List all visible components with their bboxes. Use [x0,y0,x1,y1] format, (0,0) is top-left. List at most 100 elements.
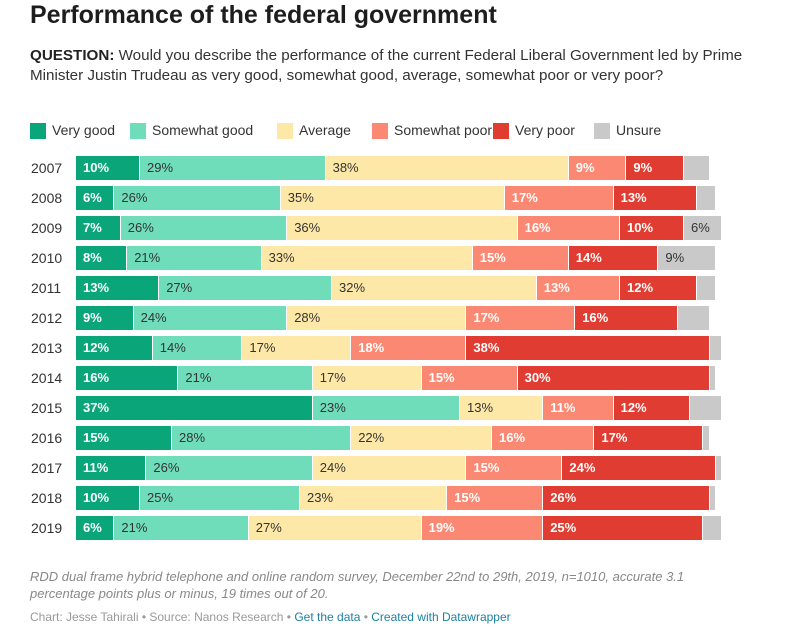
data-label: 27% [166,280,193,295]
survey-question: QUESTION: Would you describe the perform… [30,46,750,85]
bar-segment-unsure [690,396,723,420]
data-label: 8% [83,250,102,265]
bar-segment-somewhat-good: 23% [312,396,460,420]
data-label: 33% [268,250,295,265]
year-label: 2014 [31,370,63,386]
bar-segment-somewhat-good: 26% [114,186,281,210]
bar-segment-unsure [709,366,716,390]
bar-segment-somewhat-poor: 15% [421,366,518,390]
bar-segment-very-good: 6% [76,516,115,540]
data-label: 10% [83,490,110,505]
bar-segment-average: 27% [248,516,422,540]
bar-segment-unsure [703,516,723,540]
bar-segment-average: 32% [332,276,537,300]
bar-segment-unsure: 6% [684,216,723,240]
bar-segment-very-poor: 24% [562,456,716,480]
chart-credit: Chart: Jesse Tahirali [30,610,139,624]
bar-segment-very-poor: 16% [575,306,678,330]
year-label: 2009 [31,220,63,236]
data-label: 15% [428,370,455,385]
bar-segment-average: 23% [300,486,448,510]
stacked-bar-chart: 2007 10% 29% 38% 9% 9% 2008 6% 26% 35% 17% 13% 2009 7… [0,152,811,548]
bar-segment-somewhat-poor: 11% [543,396,614,420]
data-label: 9% [83,310,102,325]
bar-segment-very-good: 15% [76,426,172,450]
bar-segment-somewhat-poor: 17% [466,306,576,330]
year-label: 2012 [31,310,63,326]
bar-segment-very-good: 16% [76,366,179,390]
legend-label: Very good [52,122,116,138]
data-label: 21% [121,520,148,535]
bar-segment-unsure [684,156,710,180]
year-label: 2018 [31,490,63,506]
footer-separator: • [360,610,372,624]
data-label: 9% [665,250,685,265]
data-label: 9% [633,160,653,175]
data-label: 30% [524,370,551,385]
data-label: 38% [473,340,500,355]
bar-segment-very-poor: 12% [620,276,697,300]
data-label: 10% [627,220,654,235]
data-label: 13% [620,190,647,205]
bar-segment-average: 17% [242,336,352,360]
data-label: 24% [319,460,346,475]
data-label: 35% [287,190,314,205]
data-label: 24% [569,460,596,475]
legend-label: Somewhat good [152,122,254,138]
data-label: 11% [83,460,109,475]
data-label: 28% [294,310,321,325]
bar-segment-very-good: 8% [76,246,128,270]
bar-segment-very-poor: 26% [543,486,710,510]
legend-swatch [277,123,293,139]
get-the-data-link[interactable]: Get the data [294,610,361,624]
bar-segment-somewhat-good: 28% [172,426,352,450]
year-label: 2010 [31,250,63,266]
data-label: 17% [511,190,538,205]
bar-segment-very-poor: 38% [466,336,710,360]
bar-segment-unsure: 9% [658,246,716,270]
bar-segment-very-good: 12% [76,336,153,360]
bar-segment-average: 35% [280,186,505,210]
bar-segment-very-good: 10% [76,486,140,510]
data-label: 26% [127,220,154,235]
bar-segment-somewhat-good: 26% [120,216,288,240]
bar-segment-unsure [709,336,723,360]
data-label: 19% [428,520,455,535]
legend-label: Average [299,122,351,138]
data-label: 22% [358,430,385,445]
bar-segment-somewhat-poor: 17% [504,186,614,210]
bar-segment-very-poor: 17% [594,426,704,450]
bar-segment-average: 13% [460,396,544,420]
question-label: QUESTION: [30,47,115,64]
data-label: 25% [550,520,577,535]
bar-segment-very-good: 6% [76,186,115,210]
data-label: 15% [473,460,500,475]
question-text: Would you describe the performance of th… [30,47,743,84]
data-label: 36% [294,220,321,235]
data-label: 11% [550,400,576,415]
data-label: 14% [159,340,186,355]
data-label: 17% [319,370,346,385]
legend-swatch [372,123,388,139]
created-with-datawrapper-link[interactable]: Created with Datawrapper [371,610,511,624]
bar-segment-somewhat-poor: 15% [466,456,563,480]
data-label: 17% [601,430,628,445]
year-label: 2007 [31,160,63,176]
bar-segment-very-good: 9% [76,306,134,330]
year-label: 2017 [31,460,63,476]
bar-segment-somewhat-poor: 13% [536,276,620,300]
bar-segment-average: 17% [312,366,422,390]
bar-segment-average: 33% [261,246,473,270]
bar-segment-average: 36% [287,216,518,240]
bar-segment-very-poor: 13% [613,186,697,210]
data-label: 16% [83,370,110,385]
data-label: 14% [575,250,602,265]
data-label: 13% [467,400,494,415]
data-label: 21% [134,250,161,265]
data-label: 16% [524,220,551,235]
legend-swatch [594,123,610,139]
bar-segment-very-good: 37% [76,396,313,420]
bar-segment-average: 38% [325,156,569,180]
legend-swatch [493,123,509,139]
data-label: 29% [147,160,174,175]
